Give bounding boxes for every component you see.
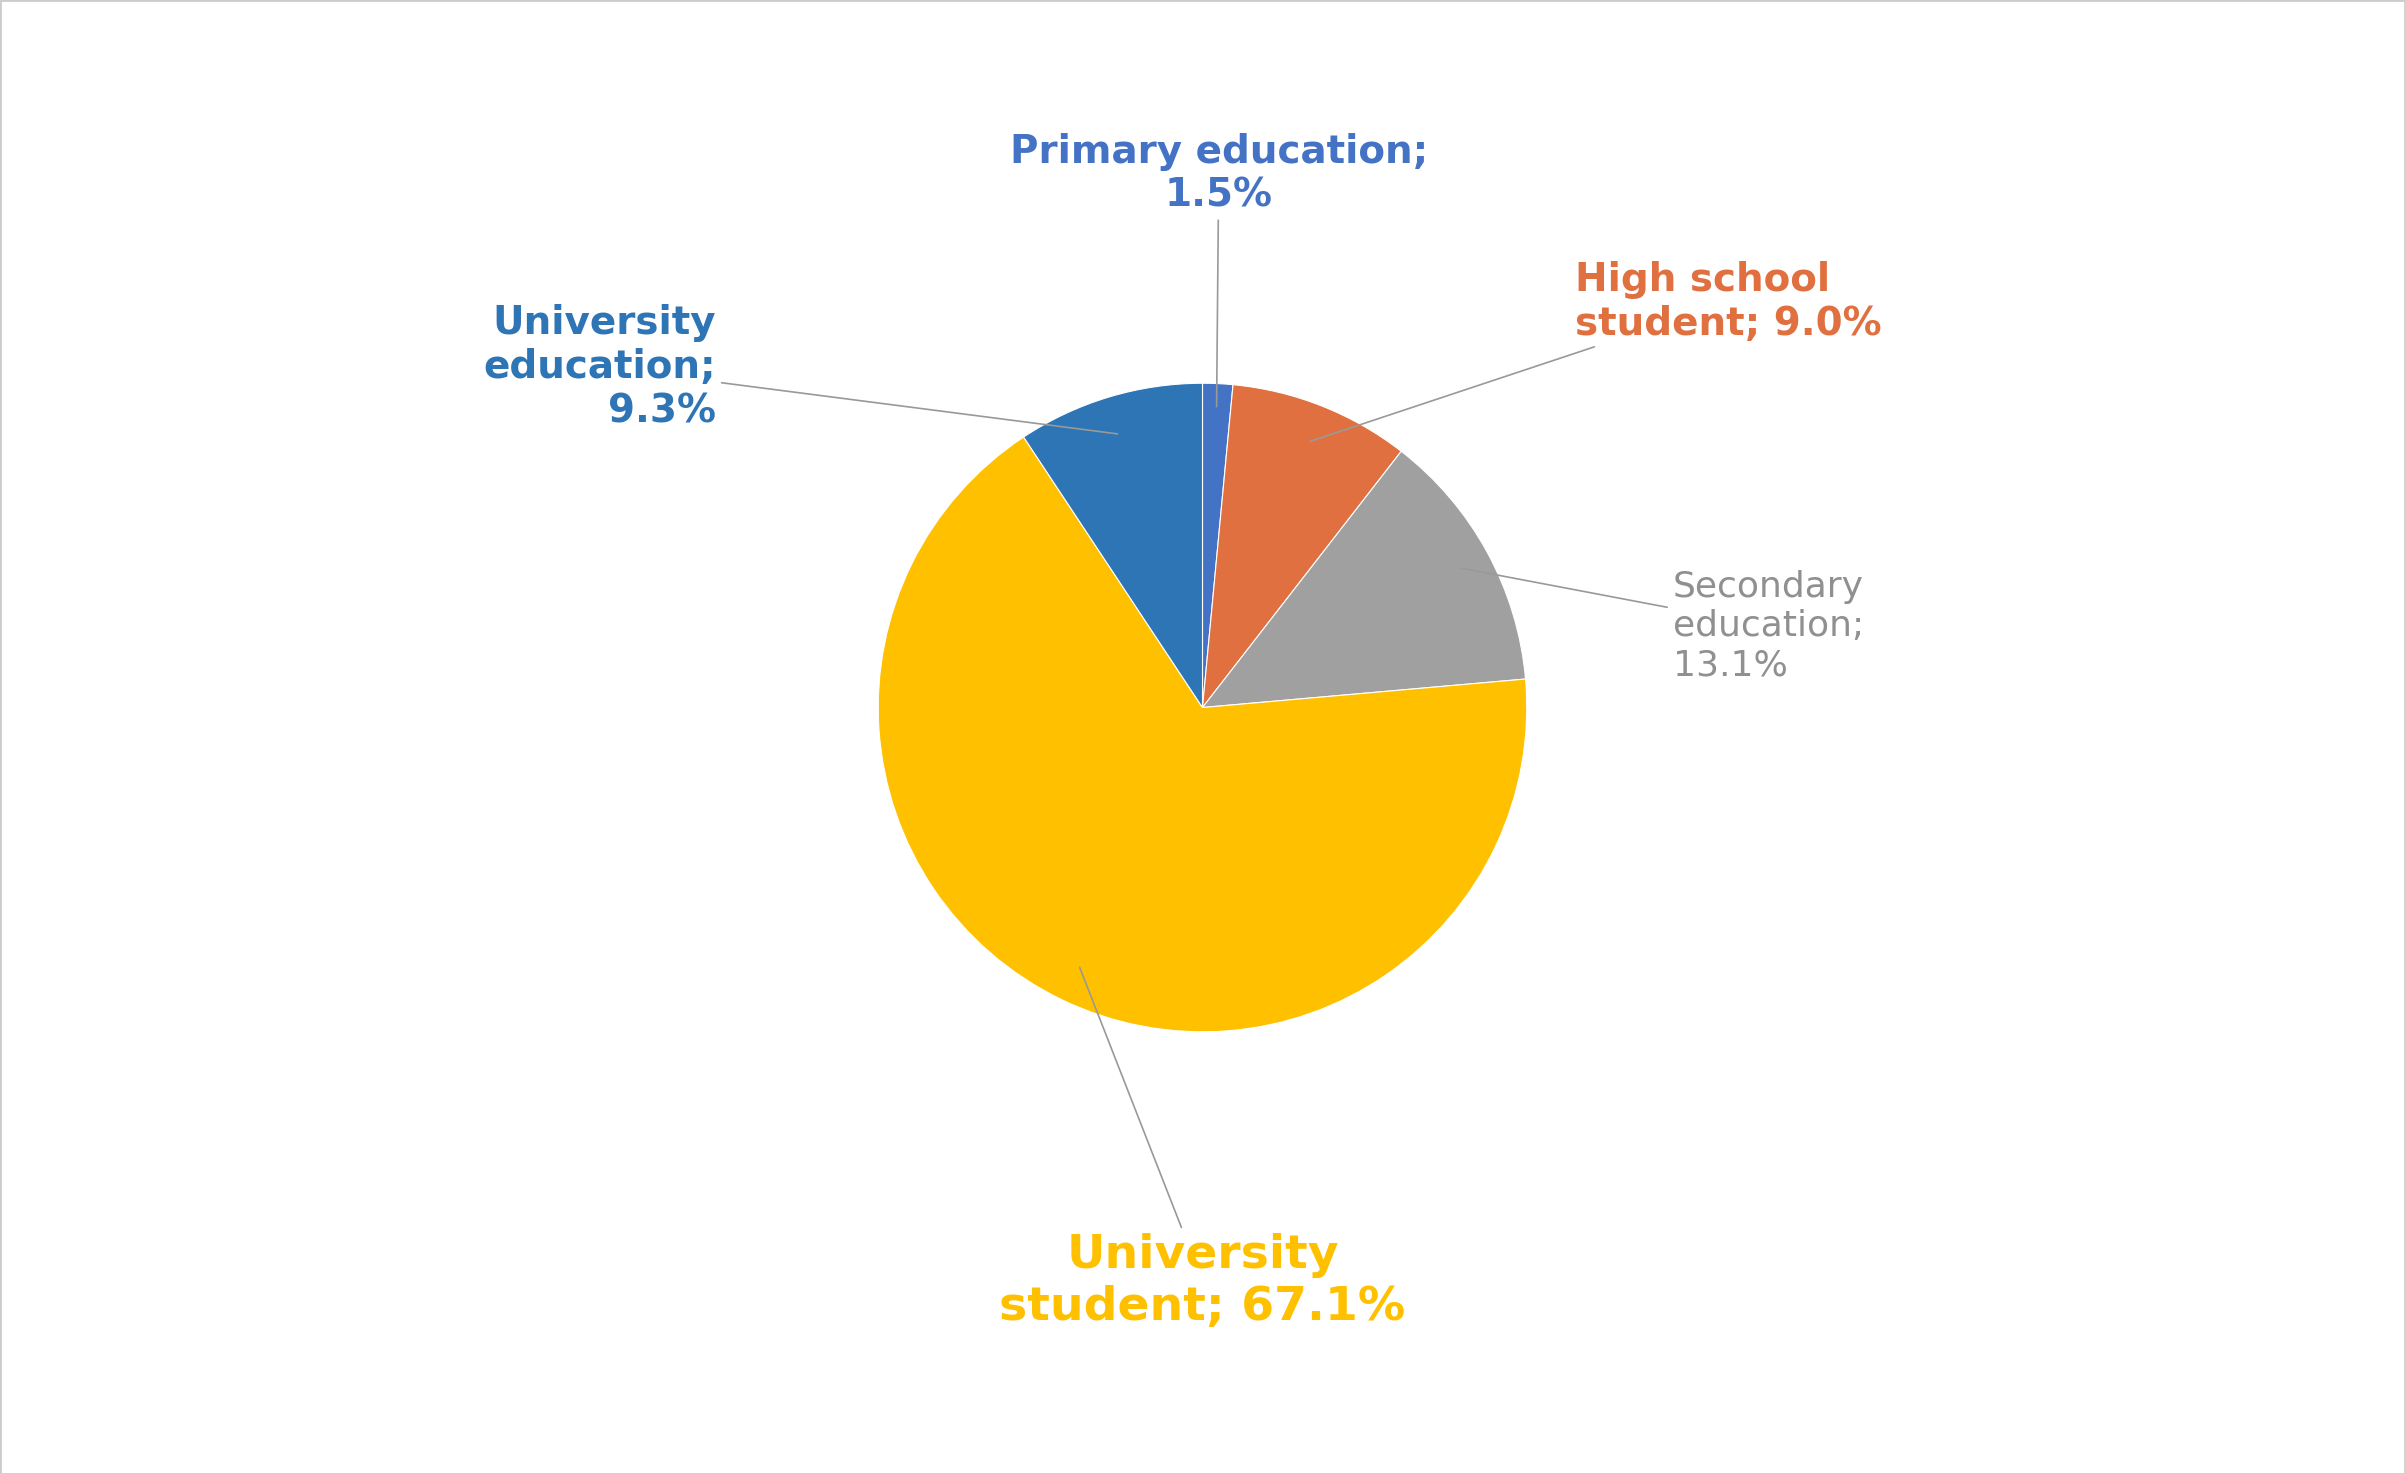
Wedge shape [1202,383,1234,708]
Text: Secondary
education;
13.1%: Secondary education; 13.1% [1462,569,1864,682]
Text: University
education;
9.3%: University education; 9.3% [483,304,1118,433]
Text: Primary education;
1.5%: Primary education; 1.5% [1010,133,1429,407]
Wedge shape [878,438,1527,1032]
Text: University
student; 67.1%: University student; 67.1% [1000,967,1405,1330]
Text: High school
student; 9.0%: High school student; 9.0% [1311,261,1883,441]
Wedge shape [1202,385,1402,708]
Wedge shape [1202,451,1525,708]
Wedge shape [1025,383,1202,708]
